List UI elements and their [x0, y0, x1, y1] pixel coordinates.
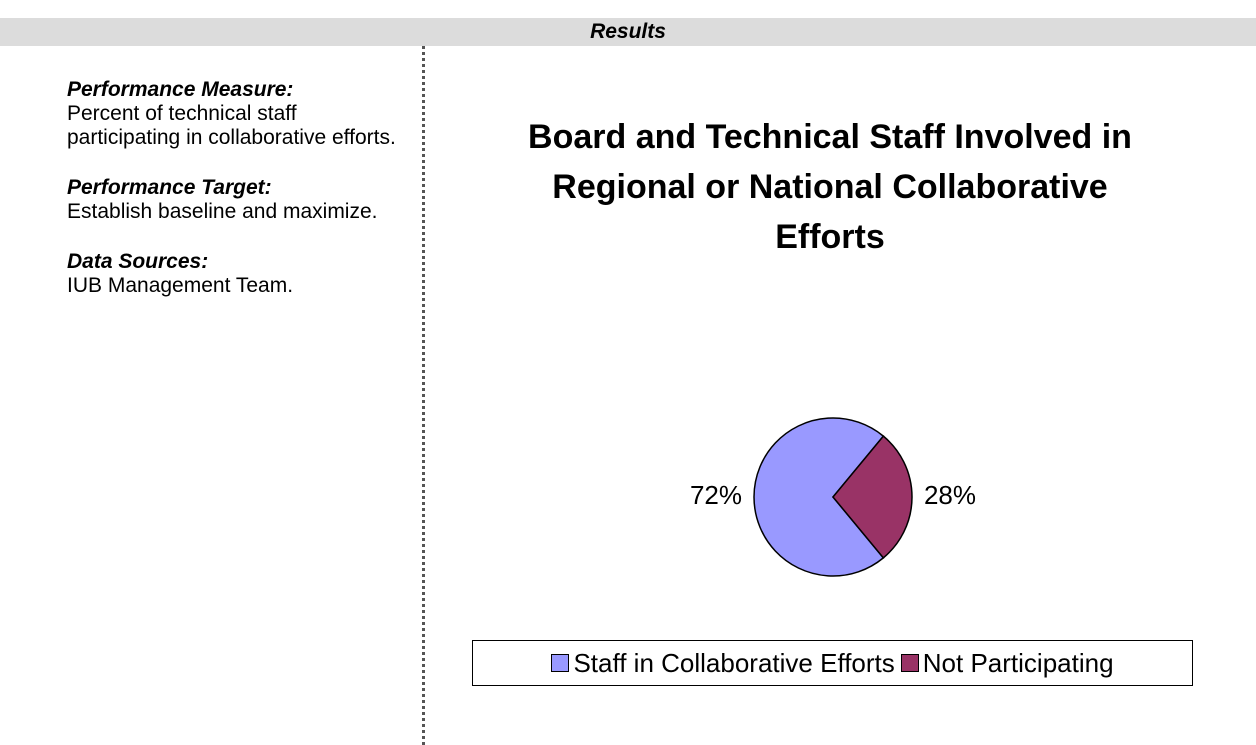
section-label: Performance Measure:: [67, 78, 294, 101]
pie-slice: [832, 435, 913, 559]
legend-swatch: [900, 654, 919, 672]
chart-title: Board and Technical Staff Involved in Re…: [528, 118, 1132, 256]
left-panel: Performance Measure: Percent of technical…: [67, 78, 407, 324]
pie-slice: [753, 417, 885, 577]
section-label: Performance Target:: [67, 176, 272, 199]
data-label: 72%: [690, 480, 742, 510]
pie-chart: 72% 28%: [690, 417, 976, 577]
section-text: Establish baseline and maximize.: [67, 200, 378, 223]
header-title: Results: [0, 18, 1256, 46]
legend: Staff in Collaborative Efforts Not Partic…: [472, 640, 1193, 686]
section-text: IUB Management Team.: [67, 274, 294, 297]
section: Performance Target: Establish baseline an…: [67, 176, 407, 224]
section: Data Sources: IUB Management Team.: [67, 250, 407, 298]
legend-label: Not Participating: [922, 647, 1114, 678]
divider: [422, 46, 425, 745]
legend-item: Not Participating: [900, 647, 1114, 679]
legend-swatch: [551, 654, 570, 672]
data-label: 28%: [924, 480, 976, 510]
legend-label: Staff in Collaborative Efforts: [573, 647, 895, 678]
section: Performance Measure: Percent of technical…: [67, 78, 407, 150]
section-label: Data Sources:: [67, 250, 209, 273]
legend-item: Staff in Collaborative Efforts: [551, 647, 895, 679]
section-text: Percent of technical staff participating…: [67, 102, 396, 149]
